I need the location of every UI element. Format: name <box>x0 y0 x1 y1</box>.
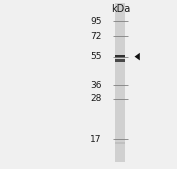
Text: 55: 55 <box>90 52 102 61</box>
Bar <box>116 59 125 62</box>
Bar <box>116 3 125 162</box>
Text: 28: 28 <box>90 94 102 103</box>
Text: 95: 95 <box>90 17 102 26</box>
Bar <box>116 55 125 58</box>
Text: 36: 36 <box>90 81 102 90</box>
Text: kDa: kDa <box>112 4 131 14</box>
Text: 17: 17 <box>90 135 102 144</box>
Text: 72: 72 <box>90 32 102 41</box>
Polygon shape <box>135 53 140 60</box>
Bar <box>116 142 125 144</box>
